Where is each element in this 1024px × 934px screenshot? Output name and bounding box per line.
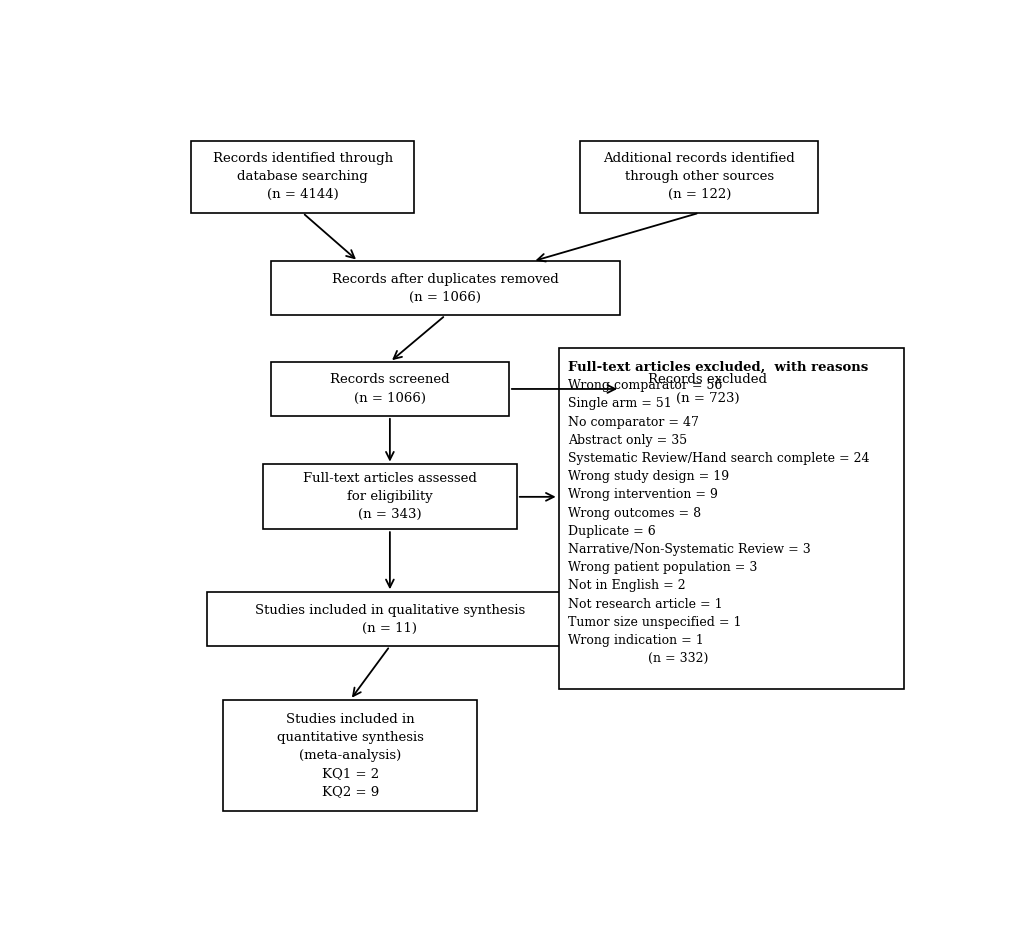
Text: Wrong comparator = 56
Single arm = 51
No comparator = 47
Abstract only = 35
Syst: Wrong comparator = 56 Single arm = 51 No… bbox=[568, 379, 869, 665]
FancyBboxPatch shape bbox=[581, 141, 818, 213]
Text: Studies included in
quantitative synthesis
(meta-analysis)
KQ1 = 2
KQ2 = 9: Studies included in quantitative synthes… bbox=[276, 714, 424, 799]
Text: Full-text articles assessed
for eligibility
(n = 343): Full-text articles assessed for eligibil… bbox=[303, 473, 477, 521]
FancyBboxPatch shape bbox=[223, 700, 477, 812]
Text: Records after duplicates removed
(n = 1066): Records after duplicates removed (n = 10… bbox=[332, 273, 559, 304]
Text: Records identified through
database searching
(n = 4144): Records identified through database sear… bbox=[213, 152, 392, 202]
Text: Additional records identified
through other sources
(n = 122): Additional records identified through ot… bbox=[603, 152, 796, 202]
FancyBboxPatch shape bbox=[270, 262, 620, 316]
Text: Records screened
(n = 1066): Records screened (n = 1066) bbox=[330, 374, 450, 404]
Text: Full-text articles excluded,  with reasons: Full-text articles excluded, with reason… bbox=[568, 361, 868, 374]
Text: Records excluded
(n = 723): Records excluded (n = 723) bbox=[648, 374, 767, 404]
FancyBboxPatch shape bbox=[558, 347, 904, 689]
FancyBboxPatch shape bbox=[191, 141, 414, 213]
FancyBboxPatch shape bbox=[270, 362, 509, 416]
FancyBboxPatch shape bbox=[620, 362, 795, 416]
FancyBboxPatch shape bbox=[263, 464, 517, 530]
Text: Studies included in qualitative synthesis
(n = 11): Studies included in qualitative synthesi… bbox=[255, 603, 525, 634]
FancyBboxPatch shape bbox=[207, 592, 572, 646]
